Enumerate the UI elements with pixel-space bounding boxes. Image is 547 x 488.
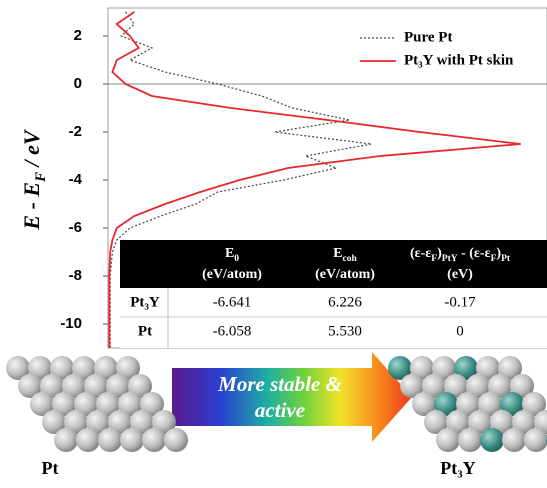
table-row-label: Pt: [138, 323, 152, 339]
table-cell: -6.058: [213, 323, 252, 339]
pt-atom: [120, 428, 144, 452]
pt-atom: [502, 428, 526, 452]
label-right: Pt₃Y: [440, 458, 475, 478]
y-tick-label: -4: [69, 171, 83, 188]
y-tick-label: -2: [69, 123, 82, 140]
pt-atom: [436, 428, 460, 452]
text-segment: - (ε-ε: [458, 246, 491, 261]
table: E0(eV/atom)Ecoh(eV/atom)(ε-εF)PtY - (ε-ε…: [120, 240, 547, 348]
y-tick-label: 0: [74, 75, 82, 92]
table-cell: -0.17: [444, 294, 476, 310]
y-tick-label: 2: [74, 27, 82, 44]
illustration: Pt Pt₃Y More stable &active: [6, 352, 547, 478]
text-segment: E - E: [19, 182, 44, 231]
label-left: Pt: [42, 458, 59, 478]
y-tick-label: -10: [60, 315, 82, 332]
arrow-text: active: [255, 398, 305, 422]
table-cell: -6.641: [213, 294, 252, 310]
pt-atom: [54, 428, 78, 452]
legend-label: Pure Pt: [404, 29, 452, 45]
text-segment: 0: [234, 254, 239, 264]
pt-atom: [98, 428, 122, 452]
table-cell: 0: [456, 323, 464, 339]
text-segment: (ε-ε: [410, 246, 431, 261]
table-header-unit: (eV/atom): [315, 267, 375, 282]
y-tick-label: -6: [69, 219, 82, 236]
arrow-text: More stable &: [217, 372, 342, 396]
pt-atom: [164, 428, 188, 452]
table-cell: 6.226: [328, 294, 362, 310]
text-segment: coh: [343, 254, 358, 264]
text-segment: E: [333, 246, 342, 261]
figure: 2 0 -2 -4 -6 -8 -10 E - EF / eV Pure Pt Pt₃Y wit…: [0, 0, 547, 488]
pt-atom: [142, 428, 166, 452]
pt-atom: [76, 428, 100, 452]
text-segment: E: [225, 246, 234, 261]
table-header-unit: (eV): [447, 267, 473, 282]
text-segment: Pt: [501, 254, 511, 264]
text-segment: PtY: [442, 254, 458, 264]
y-atom: [480, 428, 504, 452]
legend-label: Pt₃Y with Pt skin: [404, 52, 514, 68]
table-header-unit: (eV/atom): [202, 267, 262, 282]
pt-atom: [458, 428, 482, 452]
text-segment: F: [33, 172, 49, 183]
y-tick-label: -8: [69, 267, 82, 284]
text-segment: / eV: [19, 128, 44, 172]
table-cell: 5.530: [328, 323, 362, 339]
pt-atom: [524, 428, 547, 452]
y-axis-label: E - EF / eV: [19, 128, 49, 231]
table-row-label: Pt₃Y: [130, 294, 160, 310]
